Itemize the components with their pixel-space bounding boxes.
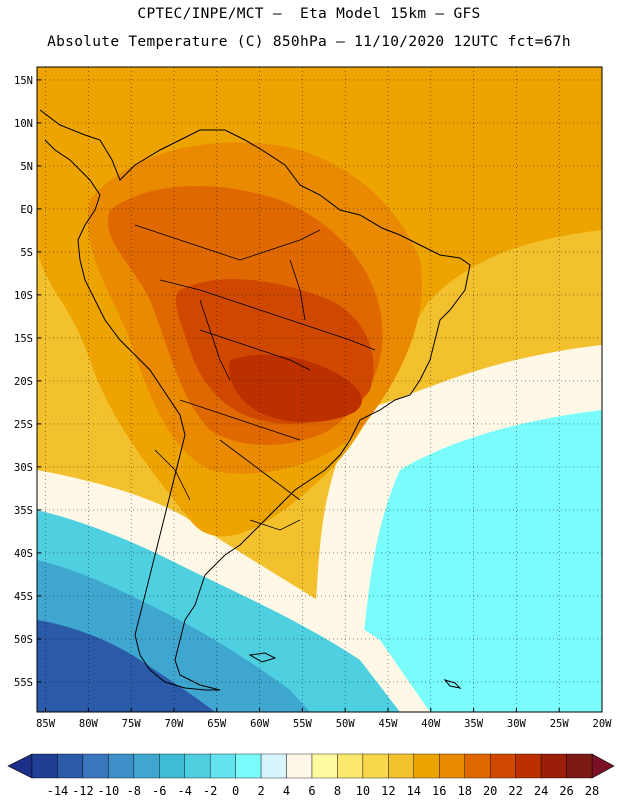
colorbar-under-arrow (7, 753, 33, 779)
map-title-line1: CPTEC/INPE/MCT – Eta Model 15km – GFS (137, 6, 481, 22)
colorbar-label: -12 (72, 784, 94, 798)
temp-zone-south-coldest (37, 620, 215, 712)
temp-zone-ocean-cold (350, 410, 602, 712)
colorbar-label: -14 (47, 784, 69, 798)
lon-tick-label: 80W (79, 718, 99, 730)
colorbar-over-arrow (591, 753, 615, 779)
colorbar-swatch (184, 753, 211, 779)
colorbar-label: 22 (508, 784, 522, 798)
lon-tick-label: 25W (550, 718, 570, 730)
colorbar: -14 -12 -10 -8 -6 -4 -2 0 2 4 6 8 10 12 14 16 18 20 22 24 26… (7, 753, 615, 798)
lon-tick-label: 40W (421, 718, 441, 730)
colorbar-label: 26 (559, 784, 573, 798)
lat-tick-label: 10S (14, 290, 33, 302)
colorbar-swatch (57, 753, 84, 779)
colorbar-label: -10 (98, 784, 120, 798)
longitude-axis: 85W 80W 75W 70W 65W 60W 55W 50W 45W 40W 35W 30W 25W 2… (36, 708, 612, 730)
colorbar-label: -2 (203, 784, 217, 798)
lon-tick-label: 50W (336, 718, 356, 730)
colorbar-label: 12 (381, 784, 395, 798)
lon-tick-label: 70W (164, 718, 184, 730)
lat-tick-label: EQ (20, 204, 33, 216)
lat-tick-label: 30S (14, 462, 33, 474)
colorbar-swatch (286, 753, 313, 779)
colorbar-label: 2 (257, 784, 264, 798)
country-borders (134, 224, 376, 531)
lat-tick-label: 45S (14, 591, 33, 603)
colorbar-label: -6 (152, 784, 166, 798)
colorbar-swatch (337, 753, 364, 779)
lon-tick-label: 60W (250, 718, 270, 730)
colorbar-label: -4 (178, 784, 192, 798)
colorbar-swatch (311, 753, 338, 779)
colorbar-swatch (260, 753, 287, 779)
lat-tick-label: 15N (14, 75, 33, 87)
colorbar-label: 6 (308, 784, 315, 798)
colorbar-swatch (235, 753, 262, 779)
lat-tick-label: 20S (14, 376, 33, 388)
colorbar-label: 4 (283, 784, 290, 798)
lat-tick-label: 5S (20, 247, 33, 259)
colorbar-label: 24 (534, 784, 548, 798)
coastline-south-america (39, 109, 471, 691)
lon-tick-label: 35W (464, 718, 484, 730)
colorbar-swatch (159, 753, 185, 779)
colorbar-swatch (133, 753, 160, 779)
latitude-axis: 15N 10N 5N EQ 5S 10S 15S 20S 25S 30S 35S 40S 45S 50S 5… (14, 75, 41, 689)
temp-zone-hotspot (229, 354, 362, 423)
colorbar-swatch (413, 753, 440, 779)
lat-tick-label: 5N (20, 161, 33, 173)
plot-frame (36, 66, 603, 713)
map-plot-area (37, 67, 602, 712)
lat-tick-label: 40S (14, 548, 33, 560)
lat-tick-label: 25S (14, 419, 33, 431)
colorbar-swatch (362, 753, 389, 779)
colorbar-swatch (31, 753, 58, 779)
map-title-line2: Absolute Temperature (C) 850hPa – 11/10/… (47, 34, 571, 50)
colorbar-swatch (388, 753, 415, 779)
lon-tick-label: 55W (293, 718, 313, 730)
lon-tick-label: 20W (593, 718, 613, 730)
lon-tick-label: 85W (36, 718, 56, 730)
colorbar-swatch (108, 753, 135, 779)
colorbar-label: 8 (334, 784, 341, 798)
colorbar-label: 14 (407, 784, 421, 798)
colorbar-label: 20 (483, 784, 497, 798)
lon-tick-label: 45W (379, 718, 399, 730)
colorbar-swatch (540, 753, 567, 779)
lon-tick-label: 65W (207, 718, 227, 730)
colorbar-label: -8 (127, 784, 141, 798)
colorbar-swatch (82, 753, 109, 779)
lat-tick-label: 35S (14, 505, 33, 517)
colorbar-swatch (489, 753, 516, 779)
colorbar-label: 18 (458, 784, 472, 798)
lat-tick-label: 55S (14, 677, 33, 689)
colorbar-label: 0 (232, 784, 239, 798)
colorbar-swatch (439, 753, 465, 779)
lon-tick-label: 75W (122, 718, 142, 730)
colorbar-label: 16 (432, 784, 446, 798)
colorbar-swatch (566, 753, 593, 779)
lat-tick-label: 15S (14, 333, 33, 345)
lat-tick-label: 50S (14, 634, 33, 646)
colorbar-swatch (209, 753, 236, 779)
lat-tick-label: 10N (14, 118, 33, 130)
lon-tick-label: 30W (507, 718, 527, 730)
colorbar-label: 28 (585, 784, 599, 798)
coastline-south-georgia (443, 679, 462, 689)
colorbar-swatch (464, 753, 491, 779)
colorbar-label: 10 (356, 784, 370, 798)
colorbar-swatch (515, 753, 542, 779)
coastline-falklands (248, 652, 277, 663)
